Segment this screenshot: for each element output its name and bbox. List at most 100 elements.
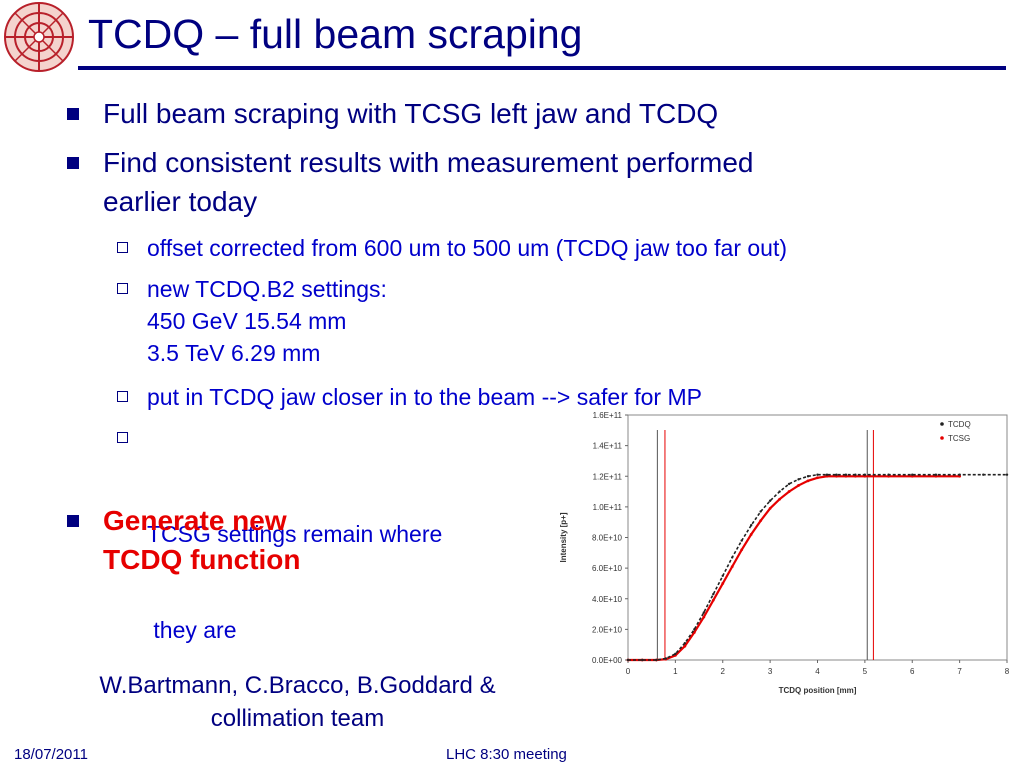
subbullet-line: offset corrected from 600 um to 500 um (… <box>147 235 788 261</box>
series-tcdq-point <box>721 574 724 577</box>
series-tcsg-point <box>816 476 819 480</box>
chart-svg: 0.0E+00 2.0E+10 4.0E+10 6.0E+10 8.0E+10 1.0E+… <box>559 411 1010 695</box>
series-tcsg-line <box>628 475 960 662</box>
y-tick-label: 2.0E+10 <box>592 625 623 634</box>
series-tcsg-point <box>768 507 772 510</box>
x-tick-label: 5 <box>863 667 868 676</box>
x-tick-label: 3 <box>768 667 773 676</box>
subbullet-offset-corrected: offset corrected from 600 um to 500 um (… <box>117 232 788 264</box>
series-tcdq-point <box>982 473 985 476</box>
highlight-line: TCDQ function <box>103 544 301 575</box>
authors-line: collimation team <box>210 705 385 732</box>
bullet-line: Find consistent results with measurement… <box>103 147 754 178</box>
y-tick-label: 1.6E+11 <box>593 411 623 420</box>
series-tcdq-point <box>854 473 857 476</box>
footer-date: 18/07/2011 <box>14 746 88 763</box>
authors: W.Bartmann, C.Bracco, B.Goddard & collim… <box>40 669 555 735</box>
y-tick-label: 0.0E+00 <box>592 656 623 665</box>
series-tcdq-point <box>759 510 762 513</box>
x-tick-label: 0 <box>626 667 631 676</box>
legend-marker <box>940 436 944 440</box>
series-tcdq-point <box>934 473 938 476</box>
x-tick-label: 8 <box>1005 667 1010 676</box>
series-tcdq-point <box>702 611 705 614</box>
x-tick-label: 4 <box>815 667 820 676</box>
series-tcsg-point <box>740 548 744 552</box>
square-bullet-icon <box>67 157 79 169</box>
y-axis-label: Intensity [p+] <box>559 512 568 562</box>
hollow-square-bullet-icon <box>117 391 128 402</box>
series-tcdq-point <box>825 473 829 476</box>
series-tcsg-point <box>711 598 715 602</box>
series-tcsg-point <box>787 490 791 493</box>
hollow-square-bullet-icon <box>117 432 128 443</box>
y-tick-label: 1.4E+11 <box>593 442 623 451</box>
footer-meeting: LHC 8:30 meeting <box>446 746 567 763</box>
plot-frame <box>627 414 1008 661</box>
bullet-consistent-results: Find consistent results with measurement… <box>67 143 754 221</box>
series-tcdq-point <box>806 475 810 478</box>
series-tcsg-point <box>797 484 800 487</box>
subbullet-jaw-closer: put in TCDQ jaw closer in to the beam --… <box>117 381 702 413</box>
series-tcsg-point <box>749 533 753 536</box>
x-tick-label: 2 <box>721 667 726 676</box>
series-tcdq-point <box>749 524 753 527</box>
series-tcdq-point <box>655 658 658 662</box>
series-tcsg-point <box>759 519 763 523</box>
series-tcdq-point <box>626 658 630 662</box>
series-tcsg-point <box>683 644 687 648</box>
subbullet-line: new TCDQ.B2 settings: <box>147 276 387 302</box>
subbullet-tcsg-settings: TCSG settings remain where they are <box>117 422 443 678</box>
y-tick-label: 1.0E+11 <box>593 503 623 512</box>
series-tcdq-point <box>768 499 772 502</box>
series-tcdq-point <box>835 473 838 476</box>
slide-title: TCDQ – full beam scraping <box>88 11 583 57</box>
series-tcdq-point <box>664 657 668 660</box>
series-tcdq-point <box>816 473 819 476</box>
series-tcdq-point <box>787 482 791 486</box>
series-tcdq-point <box>844 473 848 476</box>
hollow-square-bullet-icon <box>117 242 128 253</box>
subbullet-line: 3.5 TeV 6.29 mm <box>147 340 321 366</box>
x-tick-label: 7 <box>957 667 962 676</box>
hollow-square-bullet-icon <box>117 283 128 294</box>
series-tcdq-point <box>887 473 890 476</box>
series-tcdq-point <box>778 490 781 493</box>
series-tcsg-point <box>702 615 706 619</box>
series-tcdq-point <box>693 628 696 631</box>
bullet-generate-function: Generate new TCDQ function <box>67 501 301 579</box>
x-tick-label: 1 <box>673 667 678 676</box>
subbullet-line: TCSG settings remain where <box>147 521 443 547</box>
series-tcsg-point <box>730 565 734 568</box>
series-tcdq-point <box>958 473 961 476</box>
y-tick-label: 8.0E+10 <box>592 534 623 543</box>
legend-label: TCDQ <box>948 420 971 429</box>
y-tick-label: 4.0E+10 <box>592 595 623 604</box>
series-tcdq-point <box>731 556 734 559</box>
y-tick-label: 1.2E+11 <box>593 472 623 481</box>
series-tcdq-point <box>683 641 687 645</box>
series-tcsg-point <box>806 479 810 483</box>
cern-lhc-logo-icon <box>2 0 76 74</box>
square-bullet-icon <box>67 515 79 527</box>
series-tcsg-point <box>721 582 725 585</box>
series-tcdq-point <box>712 592 715 596</box>
subbullet-line: 450 GeV 15.54 mm <box>147 308 347 334</box>
y-tick-label: 6.0E+10 <box>592 564 623 573</box>
legend-marker <box>940 422 944 426</box>
series-tcdq-point <box>911 473 914 476</box>
authors-line: W.Bartmann, C.Bracco, B.Goddard & <box>99 672 496 699</box>
bullet-line: earlier today <box>103 186 258 217</box>
series-tcdq-point <box>674 652 677 656</box>
series-tcdq-line <box>628 473 1007 661</box>
legend-label: TCSG <box>948 434 970 443</box>
subbullet-line: they are <box>147 617 237 643</box>
bullet-text: Full beam scraping with TCSG left jaw an… <box>103 98 719 129</box>
series-tcdq-point <box>1005 473 1009 476</box>
scraping-chart: 0.0E+00 2.0E+10 4.0E+10 6.0E+10 8.0E+10 1.0E+… <box>552 405 1012 700</box>
subbullet-line: put in TCDQ jaw closer in to the beam --… <box>147 384 702 410</box>
subbullet-new-settings: new TCDQ.B2 settings: 450 GeV 15.54 mm 3… <box>117 273 387 369</box>
series-tcsg-point <box>778 497 781 501</box>
title-underline <box>78 66 1006 70</box>
x-tick-label: 6 <box>910 667 915 676</box>
